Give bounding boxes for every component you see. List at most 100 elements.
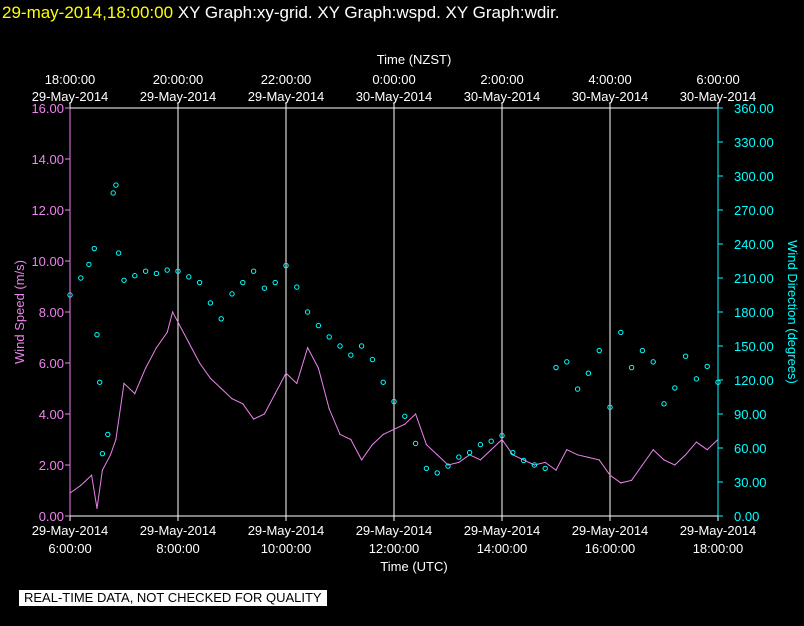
wind-speed-point [695,441,698,443]
right-tick-label: 360.00 [734,101,774,116]
wind-direction-point [542,465,548,472]
wind-direction-point [240,279,246,286]
wind-speed-point [199,362,201,364]
wind-speed-point [166,331,168,333]
wind-direction-point [261,285,268,291]
bottom-tick-time: 6:00:00 [48,541,91,556]
right-tick-label: 300.00 [734,169,774,184]
wind-direction-point [618,329,624,336]
wind-speed-point [609,474,611,476]
wind-direction-point [304,309,311,315]
wind-direction-point [175,268,181,274]
wind-speed-point [458,461,460,464]
left-tick-label: 4.00 [39,407,64,422]
bottom-tick-date: 29-May-2014 [356,523,433,538]
wind-direction-point [466,449,473,456]
bottom-tick-date: 29-May-2014 [32,523,109,538]
top-tick-time: 6:00:00 [696,72,739,87]
wind-speed-point [263,413,265,415]
right-tick-label: 240.00 [734,237,774,252]
wind-direction-point [682,353,689,359]
wind-speed-point [134,393,136,395]
wind-direction-point [574,386,581,392]
right-tick-label: 330.00 [734,135,774,150]
wind-direction-point [105,431,111,438]
wind-speed-point [501,438,503,441]
top-tick-date: 30-May-2014 [464,89,541,104]
wind-direction-point [78,275,84,281]
wind-speed-point [172,311,174,313]
left-axis-title: Wind Speed (m/s) [12,260,27,364]
wind-speed-point [361,459,363,461]
bottom-tick-date: 29-May-2014 [680,523,757,538]
wind-direction-point [358,343,365,349]
wind-direction-point [186,274,192,280]
wind-direction-point [113,182,119,188]
wind-direction-point [250,268,257,274]
wind-direction-point [294,284,300,290]
wind-direction-point [164,267,170,273]
wind-direction-point [391,398,397,405]
wind-direction-point [650,359,656,365]
wind-speed-point [587,456,590,458]
wind-direction-point [110,190,116,196]
graph-header: 29-may-2014,18:00:00 XY Graph:xy-grid. X… [2,3,560,23]
wind-speed-point [317,367,319,369]
wind-direction-point [380,379,386,385]
wind-speed-point [242,403,244,405]
wind-direction-point [628,364,635,371]
left-tick-label: 14.00 [31,152,64,167]
wind-direction-point [661,401,667,407]
right-tick-label: 270.00 [734,203,774,218]
wind-direction-point [272,279,278,286]
right-tick-label: 0.00 [734,509,759,524]
wind-speed-point [188,342,190,344]
wind-speed-point [285,372,287,374]
right-tick-label: 210.00 [734,271,774,286]
wind-speed-point [339,433,341,435]
wind-speed-point [447,464,449,466]
wind-speed-point [253,418,255,420]
top-tick-date: 30-May-2014 [572,89,649,104]
wind-speed-point [620,482,622,484]
wind-speed-point [101,469,103,471]
axis-labels: 29-May-2014 6:00:00 29-May-2014 8:00:00 29-M… [12,52,800,574]
wind-speed-point [393,428,395,430]
wind-direction-point [326,334,332,340]
wind-direction-point [94,331,100,338]
right-tick-label: 60.00 [734,441,767,456]
quality-notice: REAL-TIME DATA, NOT CHECKED FOR QUALITY [19,590,327,606]
wind-direction-point [218,316,224,322]
bottom-tick-time: 12:00:00 [369,541,420,556]
wind-speed-point [123,382,125,384]
wind-direction-point [510,449,516,456]
wind-direction-point [607,404,613,410]
wind-direction-point [132,273,138,279]
left-tick-label: 6.00 [39,356,64,371]
bottom-tick-time: 8:00:00 [156,541,199,556]
wind-direction-point [142,268,149,274]
wind-speed-point [533,464,536,466]
bottom-tick-time: 10:00:00 [261,541,312,556]
wind-speed-point [145,367,147,369]
top-tick-date: 29-May-2014 [248,89,325,104]
wind-direction-point [121,277,127,283]
left-tick-label: 12.00 [31,203,64,218]
wind-direction-point [693,376,700,382]
wind-direction-point [553,364,559,371]
wind-direction-point [283,262,289,269]
wind-speed-point [577,454,579,456]
wind-speed-point [209,377,211,379]
wind-speed-point [96,507,98,509]
wind-direction-point [639,347,646,354]
wind-speed-point [91,474,93,476]
wind-speed-point [706,449,708,451]
right-axis-title: Wind Direction (degrees) [785,240,800,384]
wind-direction-point [196,279,203,286]
wind-speed-point [641,464,644,466]
bottom-tick-date: 29-May-2014 [572,523,649,538]
wind-speed-point [598,459,600,461]
top-tick-time: 22:00:00 [261,72,312,87]
wind-speed-point [425,444,427,446]
right-tick-label: 150.00 [734,339,774,354]
